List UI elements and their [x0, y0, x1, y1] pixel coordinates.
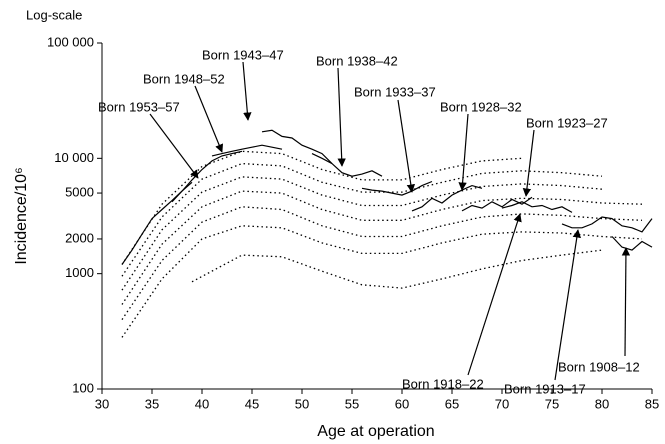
fitted-line	[121, 190, 643, 305]
observed-line	[461, 196, 533, 212]
y-tick-label: 5000	[65, 184, 94, 199]
annotation-arrow	[458, 113, 469, 191]
annotation-arrow	[467, 213, 522, 376]
y-tick-label: 100	[72, 380, 94, 395]
fitted-line	[121, 162, 603, 277]
observed-line	[311, 153, 383, 177]
annotation-label: Born 1933–37	[354, 84, 436, 99]
y-tick-label: 100 000	[47, 34, 94, 49]
annotation-label: Born 1923–27	[526, 115, 608, 130]
annotation-label: Born 1938–42	[316, 53, 398, 68]
observed-line	[501, 201, 573, 213]
x-tick-label: 55	[345, 396, 359, 411]
observed-line	[261, 129, 333, 165]
fitted-line	[191, 249, 603, 289]
annotation-arrow	[194, 85, 224, 153]
annotation-label: Born 1953–57	[98, 99, 180, 114]
annotation-label: Born 1928–32	[440, 99, 522, 114]
annotation-arrow	[149, 113, 199, 179]
x-tick-label: 60	[395, 396, 409, 411]
x-tick-label: 70	[495, 396, 509, 411]
x-tick-label: 85	[645, 396, 659, 411]
y-tick-label: 10 000	[54, 150, 94, 165]
annotation-arrow	[397, 99, 416, 193]
annotation-label: Born 1943–47	[202, 47, 284, 62]
annotation-arrow	[621, 247, 631, 357]
x-tick-label: 35	[145, 396, 159, 411]
fitted-line	[121, 176, 603, 291]
y-tick-label: 2000	[65, 230, 94, 245]
x-tick-label: 40	[195, 396, 209, 411]
corner-label: Log-scale	[26, 7, 82, 22]
fitted-line	[121, 150, 523, 265]
x-axis-title: Age at operation	[317, 423, 434, 440]
x-tick-label: 75	[545, 396, 559, 411]
observed-line	[561, 216, 653, 233]
observed-line	[211, 144, 283, 157]
annotation-label: Born 1948–52	[143, 71, 225, 86]
x-tick-label: 80	[595, 396, 609, 411]
fitted-line	[121, 206, 643, 320]
x-tick-label: 45	[245, 396, 259, 411]
annotation-label: Born 1918–22	[402, 376, 484, 391]
y-tick-label: 1000	[65, 265, 94, 280]
x-tick-label: 65	[445, 396, 459, 411]
annotation-arrow	[522, 129, 535, 197]
annotation-label: Born 1908–12	[558, 359, 640, 374]
x-tick-label: 50	[295, 396, 309, 411]
annotation-arrow	[337, 67, 346, 167]
observed-line	[611, 236, 653, 251]
annotation-label: Born 1913–17	[504, 381, 586, 396]
observed-line	[171, 150, 243, 203]
annotation-arrow	[242, 61, 252, 121]
observed-line	[411, 184, 483, 212]
annotation-arrow	[554, 229, 582, 381]
observed-line	[361, 180, 433, 196]
x-tick-label: 30	[95, 396, 109, 411]
y-axis-title: Incidence/10⁶	[13, 167, 30, 264]
